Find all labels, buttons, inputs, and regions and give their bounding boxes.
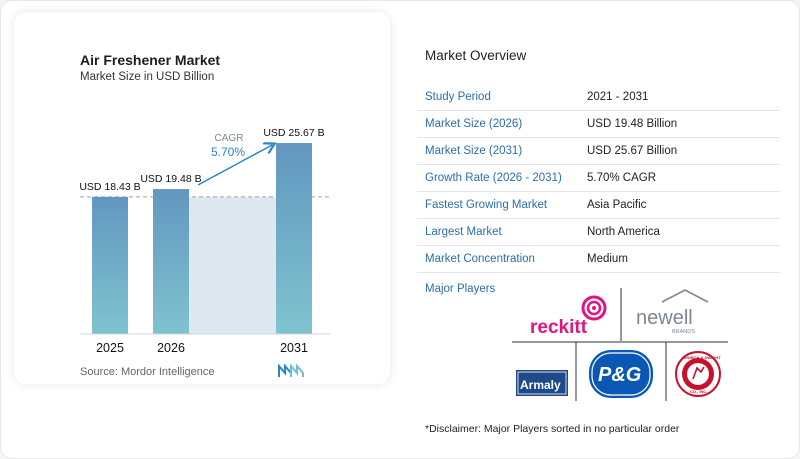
overview-key: Market Size (2026) [425,118,523,130]
overview-row: Growth Rate (2026 - 2031) 5.70% CAGR [417,165,780,192]
data-label-2026: USD 19.48 B [140,173,201,185]
bar-2025 [92,196,128,334]
major-players-label: Major Players [425,283,496,295]
chart-title: Air Freshener Market [80,52,221,68]
overview-row: Market Size (2031) USD 25.67 Billion [417,138,780,165]
church-dwight-logo: CHURCH & DWIGHT CO., INC. [675,351,721,397]
tick-label-2031: 2031 [280,341,308,355]
pg-logo: P&G [589,350,653,398]
overview-row: Largest Market North America [417,219,780,246]
church-dwight-wordmark: CHURCH & DWIGHT [682,355,721,360]
newell-wordmark: newell [636,307,693,329]
overview-key: Study Period [425,91,491,103]
newell-brands-logo: newell BRANDS [636,289,709,335]
armaly-wordmark: Armaly [520,378,561,392]
tick-label-2025: 2025 [96,341,124,355]
bar-2031 [276,143,312,334]
pg-wordmark: P&G [598,364,641,386]
reckitt-wordmark: reckitt [530,317,588,338]
overview-key: Largest Market [425,226,502,238]
data-label-2031: USD 25.67 B [263,127,324,139]
overview-row: Market Concentration Medium [417,246,780,273]
source-text: Source: Mordor Intelligence [80,366,215,378]
cagr-arrow [197,145,272,186]
bar-2026 [153,189,189,334]
chart-subtitle: Market Size in USD Billion [80,71,215,83]
overview-value: USD 25.67 Billion [587,145,678,157]
overview-table: Study Period 2021 - 2031 Market Size (20… [417,84,780,273]
overview-row: Study Period 2021 - 2031 [417,84,780,111]
reckitt-logo: reckitt [530,295,607,338]
overview-key: Market Concentration [425,253,535,265]
overview-value: Medium [587,253,628,265]
cagr-value: 5.70% [211,145,245,159]
brands-wordmark: BRANDS [672,329,695,335]
overview-value: 2021 - 2031 [587,91,649,103]
tick-label-2026: 2026 [157,341,185,355]
mordor-logo-icon [278,364,304,377]
data-label-2025: USD 18.43 B [79,181,140,193]
overview-value: North America [587,226,660,238]
disclaimer-text: *Disclaimer: Major Players sorted in no … [425,423,680,435]
overview-title: Market Overview [425,48,527,63]
overview-key: Growth Rate (2026 - 2031) [425,172,562,184]
bar-chart: USD 18.43 B 2025 USD 19.48 B 2026 USD 25.67 … [79,127,330,355]
overview-value: Asia Pacific [587,199,647,211]
overview-row: Market Size (2026) USD 19.48 Billion [417,111,780,138]
overview-value: 5.70% CAGR [587,172,657,184]
cagr-label: CAGR [215,133,244,144]
major-players-logos: reckitt newell BRANDS Armaly P&G CHURCH … [512,288,728,401]
overview-row: Fastest Growing Market Asia Pacific [417,192,780,219]
church-dwight-co-wordmark: CO., INC. [690,389,707,394]
overview-value: USD 19.48 Billion [587,118,678,130]
overview-key: Market Size (2031) [425,145,523,157]
armaly-logo: Armaly [516,370,568,396]
overview-key: Fastest Growing Market [425,199,548,211]
